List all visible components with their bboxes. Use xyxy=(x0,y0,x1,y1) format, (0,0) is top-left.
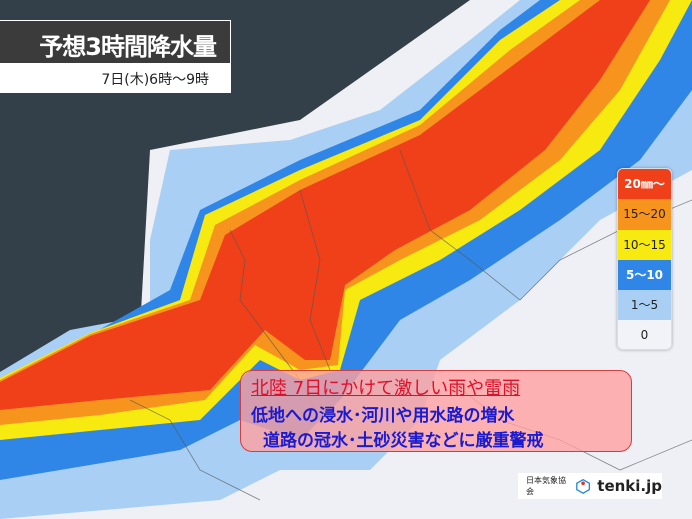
precipitation-legend: 20㎜～ 15～20 10～15 5～10 1～5 0 xyxy=(617,168,672,350)
legend-item: 10～15 xyxy=(618,229,671,260)
warning-headline: 北陸 7日にかけて激しい雨や雷雨 xyxy=(251,378,521,399)
forecast-period: 7日(木)6時～9時 xyxy=(0,64,231,93)
credit-org: 日本気象協会 xyxy=(526,476,566,496)
tenki-logo-icon xyxy=(576,478,591,494)
credit-brand: tenki.jp xyxy=(597,477,662,495)
legend-item: 20㎜～ xyxy=(618,169,671,200)
warning-line-2: 低地への浸水･河川や用水路の増水 xyxy=(251,406,515,426)
warning-line-3: 道路の冠水･土砂災害などに厳重警戒 xyxy=(263,431,544,451)
legend-item: 15～20 xyxy=(618,199,671,230)
credit-logo: 日本気象協会 tenki.jp xyxy=(518,473,662,499)
map-title: 予想3時間降水量 xyxy=(0,20,231,64)
rain-20-plus xyxy=(0,0,650,410)
warning-box: 北陸 7日にかけて激しい雨や雷雨 低地への浸水･河川や用水路の増水 道路の冠水･… xyxy=(240,370,632,452)
legend-item: 0 xyxy=(618,320,671,349)
legend-item: 1～5 xyxy=(618,290,671,321)
legend-item: 5～10 xyxy=(618,259,671,291)
